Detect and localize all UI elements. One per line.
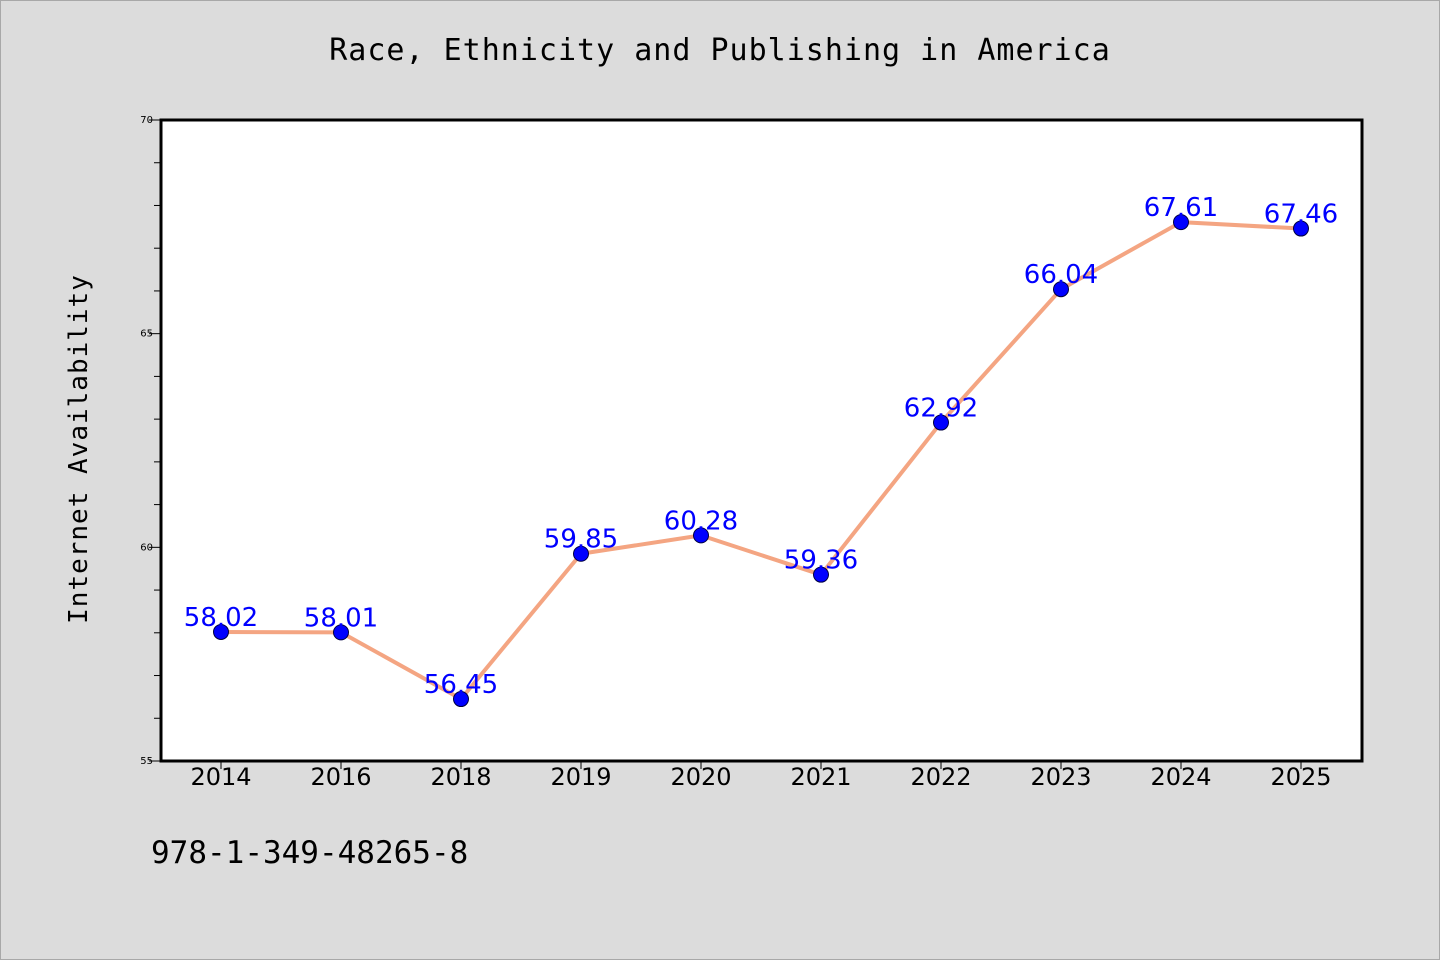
data-label: 67.46 — [1264, 200, 1338, 230]
series-layer: 58.02 58.01 56.45 59.85 60.28 59.36 62.92 66.04… — [184, 193, 1338, 708]
y-tick-label: 65 — [140, 329, 153, 340]
data-label: 58.02 — [184, 603, 258, 633]
x-tick-label: 2023 — [1030, 763, 1091, 791]
data-label: 59.36 — [784, 546, 858, 576]
y-axis-label: Internet Availability — [64, 274, 94, 624]
data-point — [1173, 214, 1189, 231]
data-point — [333, 624, 349, 641]
data-label: 58.01 — [304, 603, 378, 633]
x-tick-label: 2021 — [790, 763, 851, 791]
data-label: 67.61 — [1144, 193, 1218, 223]
data-point — [933, 414, 949, 431]
x-axis: 2014 2016 2018 2019 2020 2021 2022 2023 2024 2025 — [190, 761, 1332, 791]
x-tick-label: 2014 — [190, 763, 251, 791]
x-tick-label: 2025 — [1270, 763, 1331, 791]
x-tick-label: 2020 — [670, 763, 731, 791]
isbn-code: 978-1-349-48265-8 — [151, 835, 469, 871]
series-line — [219, 220, 1303, 702]
data-point — [1053, 281, 1069, 298]
data-point — [813, 566, 829, 583]
data-point — [1293, 220, 1309, 237]
x-tick-label: 2016 — [310, 763, 371, 791]
data-point — [453, 691, 469, 708]
data-point — [693, 527, 709, 544]
data-label: 62.92 — [904, 394, 978, 424]
chart-title: Race, Ethnicity and Publishing in Americ… — [329, 33, 1111, 68]
data-label: 59.85 — [544, 525, 618, 555]
y-axis: 55 60 65 70 — [140, 115, 161, 767]
y-tick-label: 60 — [140, 542, 153, 553]
data-label: 56.45 — [424, 670, 498, 700]
data-point — [213, 623, 229, 640]
x-tick-label: 2018 — [430, 763, 491, 791]
data-label: 60.28 — [664, 506, 738, 536]
y-tick-label: 70 — [140, 115, 153, 126]
data-point — [573, 545, 589, 562]
plot-area — [159, 118, 1364, 763]
x-tick-label: 2019 — [550, 763, 611, 791]
x-tick-label: 2022 — [910, 763, 971, 791]
data-label: 66.04 — [1024, 260, 1098, 290]
x-tick-label: 2024 — [1150, 763, 1211, 791]
y-tick-label: 55 — [140, 756, 153, 767]
